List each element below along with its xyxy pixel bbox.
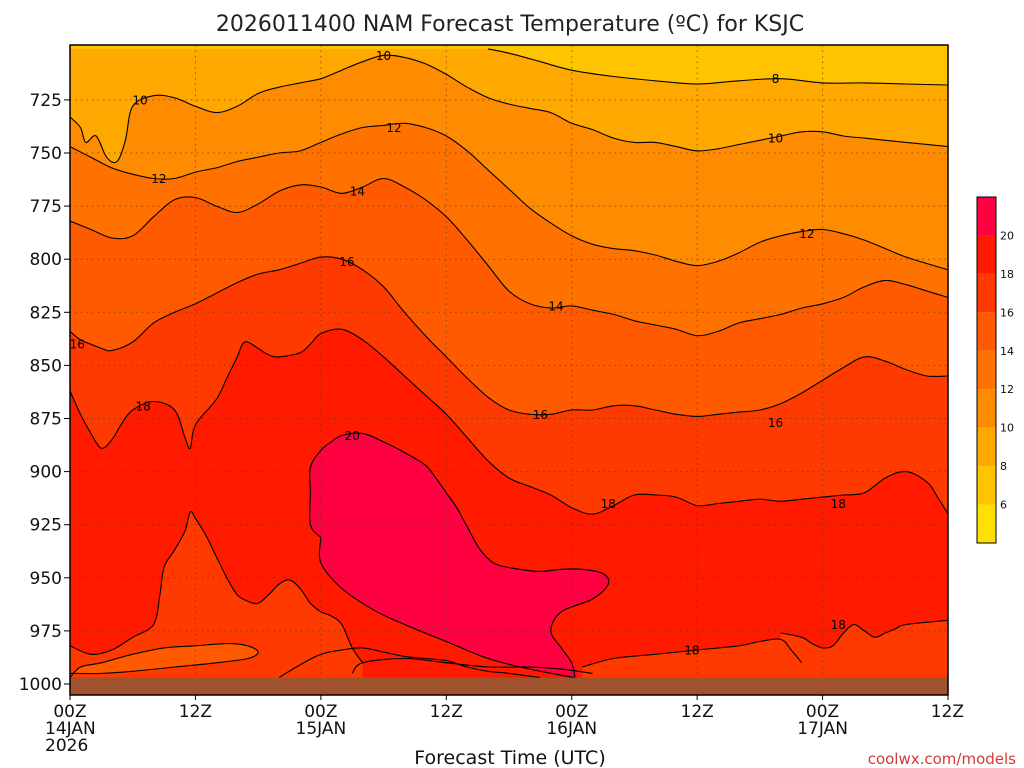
x-axis-label: Forecast Time (UTC) bbox=[414, 747, 605, 768]
colorbar-swatch bbox=[977, 235, 996, 274]
contour-label: 16 bbox=[768, 416, 783, 430]
colorbar-tick-label: 20 bbox=[1000, 229, 1014, 242]
contour-label: 12 bbox=[799, 227, 814, 241]
contour-label: 10 bbox=[132, 93, 147, 107]
contour-label: 10 bbox=[376, 49, 391, 63]
y-tick-label: 800 bbox=[30, 250, 62, 270]
y-tick-label: 875 bbox=[30, 410, 62, 430]
y-tick-label: 725 bbox=[30, 91, 62, 111]
band-16-18-right bbox=[780, 620, 948, 695]
y-tick-label: 750 bbox=[30, 144, 62, 164]
x-tick-label: 12Z bbox=[430, 702, 463, 722]
x-tick-label: 2026 bbox=[45, 736, 88, 756]
x-tick-label: 12Z bbox=[681, 702, 714, 722]
contour-18 bbox=[70, 328, 948, 515]
credit-text: coolwx.com/models bbox=[868, 750, 1016, 768]
colorbar-tick-label: 8 bbox=[1000, 460, 1007, 473]
contour-label: 16 bbox=[339, 255, 354, 269]
y-tick-label: 775 bbox=[30, 197, 62, 217]
y-tick-label: 850 bbox=[30, 356, 62, 376]
band-14-16-surface bbox=[70, 643, 259, 678]
colorbar-tick-label: 18 bbox=[1000, 268, 1014, 281]
x-tick-label: 17JAN bbox=[797, 719, 848, 739]
contour-label: 18 bbox=[831, 618, 846, 632]
contour-label: 20 bbox=[345, 429, 360, 443]
y-tick-label: 1000 bbox=[19, 675, 62, 695]
plot-area: 10 10 8 12 12 10 14 12 16 14 16 18 16 16 20 18 18 18 18 bbox=[69, 44, 949, 696]
x-tick-label: 00Z bbox=[555, 702, 588, 722]
contour-label: 14 bbox=[350, 185, 365, 199]
colorbar-swatch bbox=[977, 504, 996, 543]
contour-16 bbox=[70, 256, 948, 417]
contour-18 bbox=[780, 619, 948, 649]
contour-label: 18 bbox=[601, 497, 616, 511]
chart-title: 2026011400 NAM Forecast Temperature (ºC)… bbox=[216, 12, 804, 37]
contour-18 bbox=[582, 638, 803, 668]
colorbar-swatch bbox=[977, 273, 996, 313]
x-tick-label: 00Z bbox=[53, 702, 86, 722]
colorbar-swatch bbox=[977, 466, 996, 505]
contour-label: 18 bbox=[684, 644, 699, 658]
colorbar-tick-label: 10 bbox=[1000, 422, 1014, 435]
x-tick-label: 12Z bbox=[179, 702, 212, 722]
x-tick-label: 15JAN bbox=[296, 719, 347, 739]
contour-label: 12 bbox=[151, 172, 166, 186]
y-tick-label: 950 bbox=[30, 569, 62, 589]
contour-8 bbox=[487, 48, 948, 86]
y-tick-label: 825 bbox=[30, 303, 62, 323]
contour-16 bbox=[70, 643, 259, 678]
contour-label: 16 bbox=[70, 338, 85, 352]
x-tick-label: 14JAN bbox=[45, 719, 96, 739]
y-tick-label: 925 bbox=[30, 516, 62, 536]
colorbar-tick-label: 14 bbox=[1000, 345, 1014, 358]
contour-label: 8 bbox=[772, 72, 780, 86]
colorbar: 6 8 10 12 14 16 18 20 bbox=[976, 196, 1014, 544]
contour-label: 12 bbox=[386, 121, 401, 135]
contour-20 bbox=[309, 432, 610, 678]
colorbar-frame bbox=[976, 196, 997, 544]
contour-label: 18 bbox=[136, 399, 151, 413]
plot-frame bbox=[69, 44, 949, 696]
contour-18 bbox=[278, 647, 541, 679]
colorbar-swatch bbox=[977, 350, 996, 390]
contour-18 bbox=[351, 657, 593, 674]
contour-10 bbox=[70, 54, 948, 164]
contour-label: 14 bbox=[548, 299, 563, 313]
contour-12 bbox=[70, 122, 948, 271]
colorbar-swatch bbox=[977, 427, 996, 467]
x-tick-label: 00Z bbox=[304, 702, 337, 722]
colorbar-swatch bbox=[977, 389, 996, 428]
y-axis: 725 750 775 800 825 850 875 900 925 950 975 1000 bbox=[19, 91, 70, 695]
colorbar-tick-label: 16 bbox=[1000, 306, 1014, 319]
contour-label: 16 bbox=[533, 408, 548, 422]
contour-20 bbox=[318, 537, 575, 679]
x-tick-label: 16JAN bbox=[546, 719, 597, 739]
y-tick-label: 900 bbox=[30, 463, 62, 483]
x-tick-label: 00Z bbox=[806, 702, 839, 722]
colorbar-tick-label: 6 bbox=[1000, 499, 1007, 512]
y-tick-label: 975 bbox=[30, 622, 62, 642]
contour-14 bbox=[70, 177, 948, 337]
x-tick-label: 12Z bbox=[931, 702, 964, 722]
contour-label: 18 bbox=[831, 497, 846, 511]
ground-surface bbox=[70, 677, 948, 695]
colorbar-swatch bbox=[977, 197, 996, 236]
colorbar-swatch bbox=[977, 312, 996, 351]
band-16-18-lowlevel bbox=[70, 511, 363, 695]
colorbar-tick-label: 12 bbox=[1000, 383, 1014, 396]
contour-label: 10 bbox=[768, 132, 783, 146]
contour-16 bbox=[70, 510, 364, 664]
band-above-20 bbox=[309, 433, 609, 678]
